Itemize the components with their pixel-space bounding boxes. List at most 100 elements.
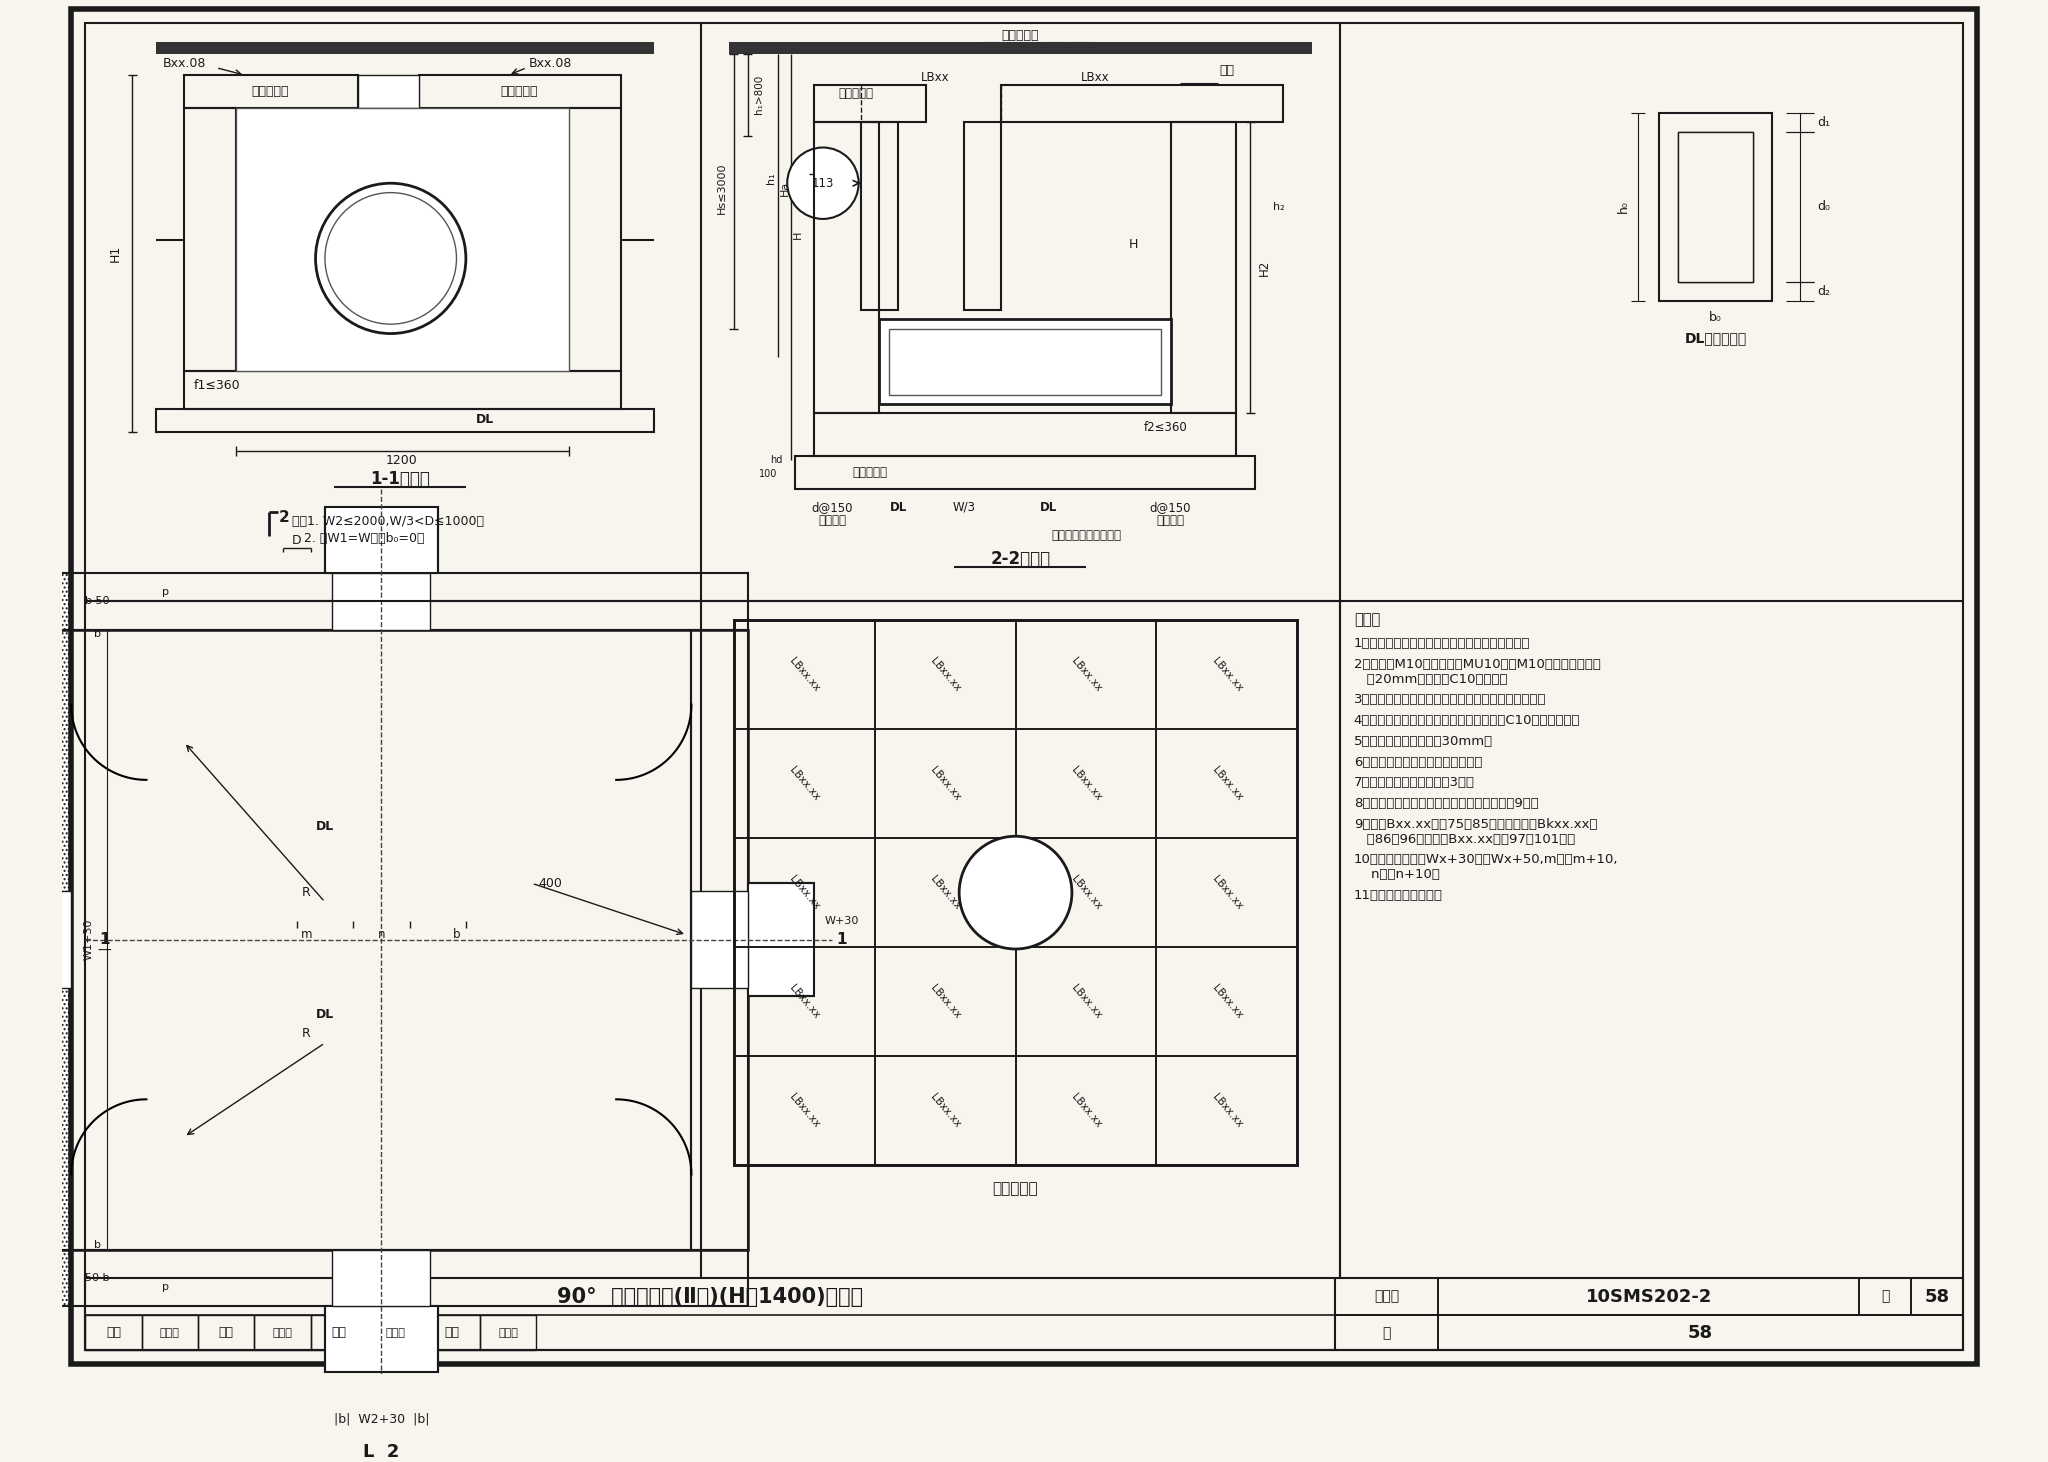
Text: 11．其他详见总说明。: 11．其他详见总说明。 bbox=[1354, 889, 1442, 902]
Text: 井盖及支座: 井盖及支座 bbox=[1001, 29, 1038, 42]
Bar bbox=[965, 123, 1001, 310]
Text: 2．流槽用M10水泥沙浆癀MU10硬；M10防水水泥沙浆扔: 2．流槽用M10水泥沙浆癀MU10硬；M10防水水泥沙浆扔 bbox=[1354, 658, 1602, 671]
Text: LBxx.xx: LBxx.xx bbox=[1069, 982, 1104, 1020]
Bar bbox=[733, 620, 874, 730]
Bar bbox=[1157, 838, 1298, 947]
Bar bbox=[860, 123, 899, 310]
Text: 6．井筒必须放在没有支管的一侧。: 6．井筒必须放在没有支管的一侧。 bbox=[1354, 756, 1483, 769]
Bar bbox=[326, 1306, 438, 1371]
Bar bbox=[733, 730, 874, 838]
Text: 与矩形管道断面配筋同: 与矩形管道断面配筋同 bbox=[1051, 529, 1120, 542]
Text: 4．接入支管底下部超出部分用级配砂石或C10混凝土填实。: 4．接入支管底下部超出部分用级配砂石或C10混凝土填实。 bbox=[1354, 713, 1581, 727]
Text: LBxx.xx: LBxx.xx bbox=[928, 1092, 963, 1130]
Bar bbox=[874, 838, 1016, 947]
Bar bbox=[199, 1316, 254, 1351]
Text: 页: 页 bbox=[1382, 1326, 1391, 1339]
Bar bbox=[569, 108, 621, 371]
Text: d@150: d@150 bbox=[1149, 501, 1192, 513]
Bar bbox=[733, 947, 874, 1056]
Text: R: R bbox=[301, 886, 311, 899]
Text: LBxx.xx: LBxx.xx bbox=[1069, 656, 1104, 693]
Bar bbox=[874, 1056, 1016, 1165]
Text: W/3: W/3 bbox=[952, 501, 975, 513]
Text: LBxx.xx: LBxx.xx bbox=[928, 874, 963, 911]
Text: LBxx.xx: LBxx.xx bbox=[786, 982, 821, 1020]
Text: 双层双向: 双层双向 bbox=[819, 515, 846, 526]
Bar bbox=[889, 329, 1161, 395]
Bar bbox=[874, 1056, 1016, 1165]
Bar bbox=[1157, 1056, 1298, 1165]
Bar bbox=[795, 456, 1255, 488]
Bar bbox=[14, 1250, 748, 1306]
Bar bbox=[1860, 1278, 1911, 1316]
Text: DL: DL bbox=[315, 820, 334, 833]
Text: W1+30: W1+30 bbox=[84, 920, 92, 961]
Bar bbox=[72, 630, 692, 1250]
Text: 第86～96页；棘板Bxx.xx见第97～101页。: 第86～96页；棘板Bxx.xx见第97～101页。 bbox=[1354, 832, 1575, 845]
Text: 2: 2 bbox=[279, 510, 291, 525]
Bar bbox=[1677, 132, 1753, 282]
Bar bbox=[1001, 85, 1284, 123]
Text: b 50: b 50 bbox=[86, 596, 111, 607]
Bar bbox=[965, 123, 1001, 310]
Bar bbox=[254, 1316, 311, 1351]
Text: f1≤360: f1≤360 bbox=[195, 379, 240, 392]
Bar bbox=[729, 42, 1311, 54]
Text: LBxx.xx: LBxx.xx bbox=[1069, 874, 1104, 911]
Bar bbox=[236, 108, 569, 371]
Bar bbox=[311, 1316, 367, 1351]
Bar bbox=[733, 1056, 874, 1165]
Bar bbox=[420, 75, 621, 108]
Text: 设计: 设计 bbox=[444, 1326, 459, 1339]
Text: 90°  四通检查井(Ⅱ型)(H＜1400)结构图: 90° 四通检查井(Ⅱ型)(H＜1400)结构图 bbox=[557, 1287, 864, 1307]
Bar bbox=[1016, 730, 1157, 838]
Text: d₂: d₂ bbox=[1817, 285, 1831, 298]
Bar bbox=[358, 75, 420, 108]
Text: 1．材料与尺寸除注明外，均与矩形管道断面同。: 1．材料与尺寸除注明外，均与矩形管道断面同。 bbox=[1354, 637, 1530, 651]
Text: 刘迎焰: 刘迎焰 bbox=[272, 1327, 293, 1338]
Bar bbox=[184, 75, 358, 108]
Bar bbox=[1016, 620, 1157, 730]
Bar bbox=[14, 1250, 748, 1306]
Bar bbox=[184, 75, 358, 108]
Bar bbox=[156, 42, 653, 54]
Bar bbox=[1016, 1056, 1157, 1165]
Text: 刁正鸣: 刁正鸣 bbox=[385, 1327, 406, 1338]
Bar bbox=[733, 1056, 874, 1165]
Text: 注：1. W2≤2000,W/3<D≤1000。: 注：1. W2≤2000,W/3<D≤1000。 bbox=[293, 515, 483, 528]
Bar bbox=[813, 414, 1237, 456]
Text: LBxx.xx: LBxx.xx bbox=[786, 656, 821, 693]
Text: d₀: d₀ bbox=[1817, 200, 1831, 213]
Text: h₀: h₀ bbox=[1618, 200, 1630, 213]
Bar bbox=[733, 838, 874, 947]
Text: H1: H1 bbox=[109, 246, 123, 262]
Bar bbox=[569, 108, 621, 371]
Text: b: b bbox=[94, 629, 100, 639]
Bar bbox=[1157, 838, 1298, 947]
Bar bbox=[874, 620, 1016, 730]
Text: 58: 58 bbox=[1688, 1323, 1712, 1342]
Text: 5．接入支管在井室内出30mm。: 5．接入支管在井室内出30mm。 bbox=[1354, 735, 1493, 749]
Text: LBxx.xx: LBxx.xx bbox=[928, 656, 963, 693]
Text: LBxx: LBxx bbox=[922, 72, 950, 85]
Bar bbox=[1335, 1278, 1438, 1316]
Text: H: H bbox=[1128, 238, 1139, 251]
Circle shape bbox=[786, 148, 858, 219]
Bar bbox=[1157, 1056, 1298, 1165]
Text: h₁: h₁ bbox=[766, 173, 776, 184]
Bar bbox=[1677, 132, 1753, 282]
Bar bbox=[1016, 947, 1157, 1056]
Text: LBxx.xx: LBxx.xx bbox=[1069, 1092, 1104, 1130]
Text: Bxx.08: Bxx.08 bbox=[162, 57, 205, 70]
Text: R: R bbox=[301, 1028, 311, 1039]
Bar bbox=[733, 620, 1298, 1165]
Bar bbox=[156, 54, 653, 67]
Text: 冯树健: 冯树健 bbox=[498, 1327, 518, 1338]
Bar bbox=[1157, 620, 1298, 730]
Text: 图集号: 图集号 bbox=[1374, 1289, 1399, 1304]
Text: b: b bbox=[94, 1240, 100, 1250]
Bar bbox=[1016, 620, 1157, 730]
Bar bbox=[860, 123, 899, 310]
Text: Ha: Ha bbox=[780, 180, 791, 196]
Text: LBxx.xx: LBxx.xx bbox=[786, 765, 821, 803]
